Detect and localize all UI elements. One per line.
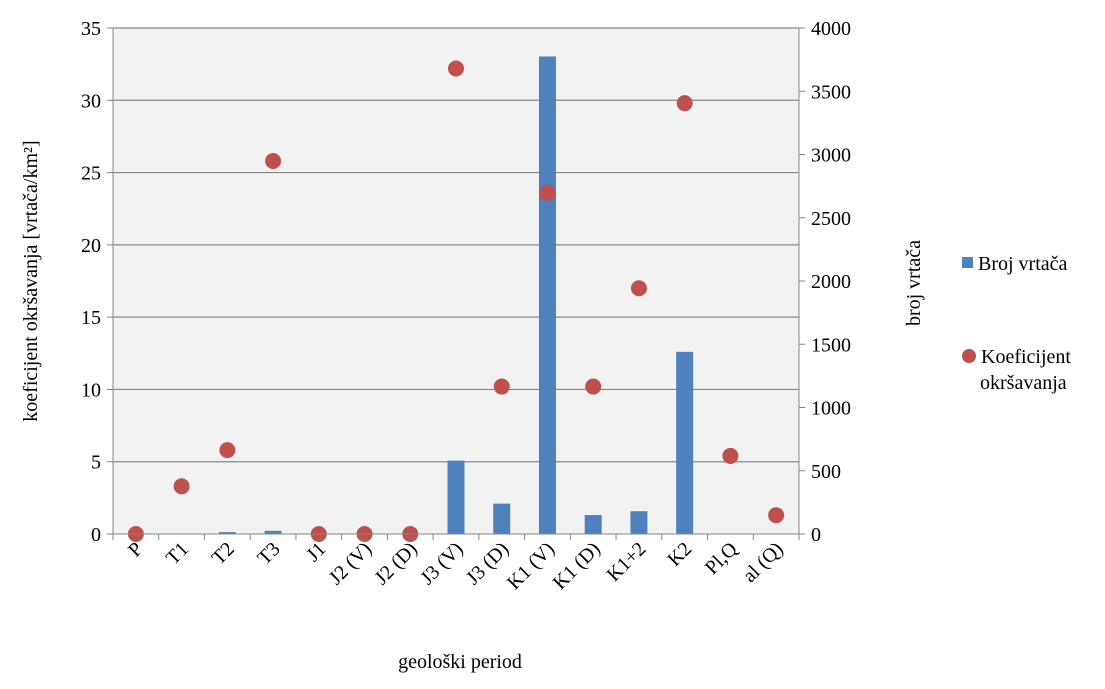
x-tick-label: T2: [208, 538, 239, 569]
bar: [264, 530, 282, 534]
legend-swatch-bar: [962, 257, 973, 268]
y-tick-label: 20: [81, 235, 101, 257]
data-point: [722, 447, 739, 464]
x-tick-label: K1 (V): [503, 538, 559, 594]
data-point: [630, 280, 647, 297]
x-tick-label: K2: [663, 538, 696, 571]
gridlines: [113, 27, 799, 463]
x-axis-title: geološki period: [398, 651, 522, 673]
x-tick-label: J2 (V): [325, 538, 376, 589]
data-point: [676, 95, 693, 112]
y-tick-label: 0: [91, 524, 101, 546]
legend-label-bar: Broj vrtača: [978, 253, 1068, 275]
y-tick-label: 15: [81, 307, 101, 329]
x-tick-label: Pl,Q: [701, 538, 742, 579]
y2-tick-label: 0: [811, 524, 821, 546]
y2-tick-label: 3000: [811, 145, 851, 167]
x-tick-label: J2 (D): [371, 538, 422, 589]
bar: [493, 503, 511, 534]
bar: [676, 351, 694, 534]
data-point: [173, 478, 190, 495]
y2-tick-label: 1000: [811, 398, 851, 420]
bar: [584, 515, 602, 534]
y2-tick-label: 3500: [811, 81, 851, 103]
legend-swatch-dot: [962, 349, 976, 363]
x-tick-label: T3: [253, 538, 284, 569]
data-point: [493, 378, 510, 395]
y-tick-label: 30: [81, 90, 101, 112]
data-point: [539, 184, 556, 201]
y2-tick-label: 2000: [811, 271, 851, 293]
bar: [447, 460, 465, 534]
data-point: [219, 442, 236, 459]
legend-label-dot: Koeficijent okršavanja: [980, 346, 1071, 394]
data-point: [768, 507, 785, 524]
plot-area: [113, 28, 799, 534]
x-tick-label: T1: [162, 538, 193, 569]
data-point: [585, 378, 602, 395]
x-tick-label: J3 (V): [416, 538, 467, 589]
left-axis-ticks: 0 5 10 15 20 25 30 35: [81, 18, 113, 546]
data-point: [265, 153, 282, 170]
y2-tick-label: 2500: [811, 208, 851, 230]
y-tick-label: 25: [81, 163, 101, 185]
x-tick-label: al (Q): [739, 538, 788, 587]
y-tick-label: 10: [81, 379, 101, 401]
y2-axis-title: broj vrtača: [903, 240, 925, 326]
bar: [218, 532, 236, 534]
data-point: [448, 60, 464, 77]
bar-series: [218, 56, 694, 535]
right-axis-ticks: 0 500 1000 1500 2000 2500 3000 3500 4000: [799, 18, 851, 546]
legend: Broj vrtača Koeficijent okršavanja: [962, 253, 1071, 394]
x-tick-label: J1: [302, 538, 330, 566]
x-tick-label: K1 (D): [549, 538, 605, 594]
bar: [630, 511, 648, 534]
y-tick-label: 5: [91, 452, 101, 474]
y-axis-title: koeficijent okršavanja [vrtača/km²]: [20, 140, 42, 421]
y2-tick-label: 500: [811, 461, 841, 483]
bar: [538, 56, 556, 535]
y2-tick-label: 4000: [811, 18, 851, 40]
y2-tick-label: 1500: [811, 334, 851, 356]
y-tick-label: 35: [81, 18, 101, 40]
x-tick-label: K1+2: [603, 538, 651, 586]
